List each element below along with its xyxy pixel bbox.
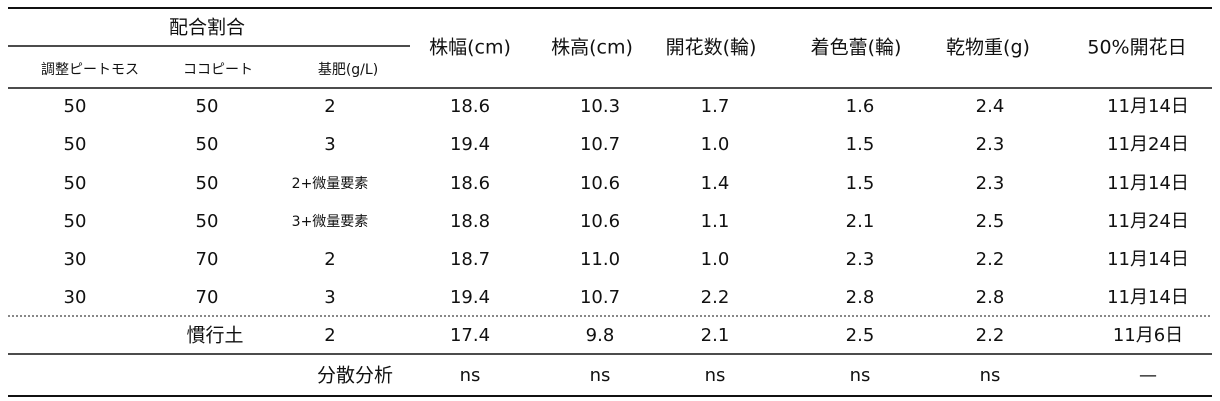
anova-cell: ns (590, 365, 611, 386)
table-cell: 18.6 (450, 173, 490, 194)
table-cell: 18.8 (450, 211, 490, 232)
table-cell: 11月24日 (1107, 134, 1189, 155)
table-cell: 2.4 (976, 96, 1005, 117)
table-cell: 2 (324, 96, 335, 117)
column-header: 株幅(cm) (429, 37, 511, 59)
table-cell: 10.7 (580, 134, 620, 155)
control-cell: 17.4 (450, 325, 490, 346)
sub-header: 基肥(g/L) (318, 61, 378, 78)
table-cell: 1.0 (701, 249, 730, 270)
control-cell: 11月6日 (1113, 325, 1183, 346)
table-cell: 2.3 (976, 173, 1005, 194)
table-cell: 2 (324, 249, 335, 270)
table-cell: 2.1 (846, 211, 875, 232)
table-cell: 1.1 (701, 211, 730, 232)
control-fertilizer: 2 (324, 325, 335, 346)
table-cell: 50 (196, 96, 219, 117)
table-cell: 10.7 (580, 287, 620, 308)
table-cell: 30 (64, 287, 87, 308)
anova-cell: ns (705, 365, 726, 386)
table-cell: 2.3 (976, 134, 1005, 155)
control-cell: 2.5 (846, 325, 875, 346)
column-header: 50%開花日 (1087, 37, 1186, 59)
column-header: 着色蕾(輪) (811, 37, 902, 59)
table-cell: 11月14日 (1107, 96, 1189, 117)
table-cell: 11月14日 (1107, 249, 1189, 270)
table-cell: 11月14日 (1107, 173, 1189, 194)
table-cell: 1.6 (846, 96, 875, 117)
table-cell: 3+微量要素 (292, 214, 369, 230)
table-cell: 50 (64, 134, 87, 155)
control-label: 慣行土 (186, 325, 243, 347)
anova-label: 分散分析 (317, 365, 393, 387)
table-cell: 50 (196, 173, 219, 194)
table-cell: 2.2 (701, 287, 730, 308)
table-cell: 1.4 (701, 173, 730, 194)
table-cell: 70 (196, 249, 219, 270)
column-header: 乾物重(g) (946, 37, 1030, 59)
column-header: 株高(cm) (551, 37, 633, 59)
table-cell: 18.7 (450, 249, 490, 270)
table-cell: 11.0 (580, 249, 620, 270)
table-cell: 1.0 (701, 134, 730, 155)
table-cell: 30 (64, 249, 87, 270)
table-cell: 2.8 (846, 287, 875, 308)
table-cell: 50 (64, 173, 87, 194)
sub-header: ココピート (183, 62, 253, 78)
control-cell: 9.8 (586, 325, 615, 346)
control-cell: 2.1 (701, 325, 730, 346)
table-cell: 11月24日 (1107, 211, 1189, 232)
table-cell: 18.6 (450, 96, 490, 117)
table-cell: 2+微量要素 (292, 176, 369, 192)
table-cell: 2.2 (976, 249, 1005, 270)
table-cell: 3 (324, 134, 335, 155)
table-cell: 1.5 (846, 173, 875, 194)
table-cell: 10.3 (580, 96, 620, 117)
anova-cell: ns (460, 365, 481, 386)
table-cell: 1.7 (701, 96, 730, 117)
anova-cell: ns (850, 365, 871, 386)
table-cell: 2.8 (976, 287, 1005, 308)
table-cell: 70 (196, 287, 219, 308)
control-cell: 2.2 (976, 325, 1005, 346)
anova-cell: ns (980, 365, 1001, 386)
table-cell: 50 (64, 96, 87, 117)
table-cell: 1.5 (846, 134, 875, 155)
sub-header: 調整ピートモス (41, 62, 139, 78)
table-cell: 2.5 (976, 211, 1005, 232)
table-cell: 10.6 (580, 173, 620, 194)
group-header: 配合割合 (169, 17, 245, 39)
table-cell: 19.4 (450, 134, 490, 155)
anova-cell: — (1139, 365, 1157, 386)
table-cell: 19.4 (450, 287, 490, 308)
table-cell: 10.6 (580, 211, 620, 232)
table-cell: 50 (64, 211, 87, 232)
table-cell: 2.3 (846, 249, 875, 270)
table-cell: 11月14日 (1107, 287, 1189, 308)
table-cell: 3 (324, 287, 335, 308)
table-cell: 50 (196, 134, 219, 155)
column-header: 開花数(輪) (666, 37, 757, 59)
table-cell: 50 (196, 211, 219, 232)
